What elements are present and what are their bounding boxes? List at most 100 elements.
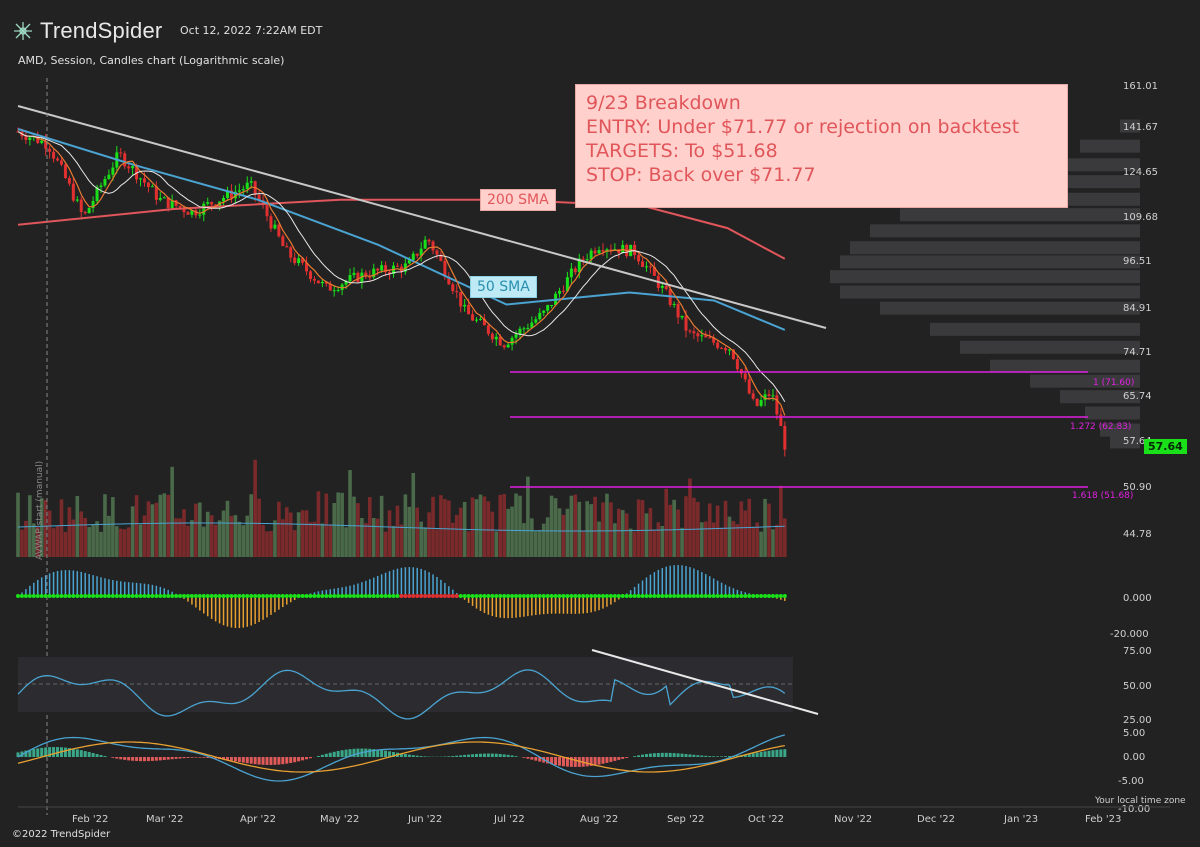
candle-body (550, 305, 554, 307)
macd-bar (419, 756, 423, 757)
candle-body (139, 178, 143, 180)
volume-bar (620, 510, 625, 557)
volume-bar (391, 526, 396, 557)
volume-bar (47, 510, 52, 557)
macd-bar (514, 756, 518, 757)
price-tick-label: 84.91 (1123, 303, 1152, 314)
osc-dot (719, 594, 724, 598)
volume-bar (24, 520, 28, 557)
volume-profile-bar (880, 301, 1140, 315)
volume-bar (783, 518, 787, 557)
osc-dot (355, 594, 360, 598)
sma-50-label: 50 SMA (470, 276, 537, 298)
macd-bar (569, 757, 573, 767)
candle-body (56, 158, 60, 161)
osc-dot (308, 594, 313, 598)
candle-body (388, 272, 392, 275)
macd-bar (261, 757, 265, 765)
candle-body (751, 393, 755, 399)
volume-bar (35, 526, 40, 557)
volume-profile-bar (1080, 139, 1140, 153)
candle-body (277, 224, 281, 237)
candle-body (561, 290, 565, 292)
macd-bar (178, 757, 182, 759)
volume-bar (138, 524, 143, 557)
volume-bar (486, 501, 491, 557)
macd-bar (407, 754, 411, 757)
osc-dot (747, 594, 752, 598)
macd-bar (356, 748, 360, 757)
volume-bar (569, 495, 574, 557)
sma-50-line (17, 128, 786, 331)
volume-bar (506, 508, 510, 557)
volume-bar (553, 498, 558, 557)
volume-bar (233, 515, 238, 557)
macd-bar (589, 757, 593, 766)
volume-bar (201, 526, 206, 557)
osc-dot (102, 594, 107, 598)
macd-bar (265, 757, 269, 765)
oscillator-panel (16, 564, 787, 629)
candle-body (585, 259, 589, 261)
candle-body (589, 250, 593, 260)
macd-bar (194, 757, 198, 758)
macd-bar (455, 755, 459, 757)
volume-bar (75, 495, 80, 557)
osc-dot (91, 594, 96, 598)
volume-bar (565, 508, 570, 557)
osc-dot (620, 594, 625, 598)
trade-plan-box: 9/23 Breakdown ENTRY: Under $71.77 or re… (575, 84, 1068, 208)
candle-body (581, 258, 585, 260)
osc-dot (320, 594, 325, 598)
candle-body (680, 315, 684, 318)
osc-dot (59, 594, 64, 598)
osc-dot (371, 594, 376, 598)
trendspider-logo: TrendSpider (12, 18, 162, 44)
volume-bar (423, 527, 427, 557)
volume-bar (751, 526, 755, 557)
macd-bar (253, 757, 257, 765)
volume-bar (731, 521, 736, 557)
candle-body (763, 394, 767, 401)
osc-dot (71, 594, 76, 598)
osc-dot (138, 594, 143, 598)
macd-bar (16, 752, 20, 757)
candle-body (261, 200, 265, 206)
volume-bar (344, 527, 348, 557)
osc-dot (265, 594, 270, 598)
osc-dot (241, 594, 246, 598)
x-tick-label: Feb '22 (72, 814, 108, 825)
volume-bar (494, 531, 499, 557)
candle-body (708, 337, 712, 339)
candle-body (676, 303, 680, 318)
candle-body (648, 266, 652, 268)
macd-bar (154, 757, 158, 761)
osc-dot (431, 594, 436, 598)
candle-body (186, 212, 190, 215)
macd-bar (198, 757, 202, 758)
macd-bar (747, 753, 751, 757)
osc-tick-label: 0.000 (1123, 593, 1152, 604)
sma-200-label: 200 SMA (480, 189, 556, 211)
osc-dot (573, 594, 578, 598)
osc-dot (130, 594, 135, 598)
candle-body (71, 183, 75, 201)
volume-profile-bar (830, 270, 1140, 284)
macd-bar (56, 747, 60, 757)
macd-bar (605, 757, 609, 763)
volume-bar (182, 509, 186, 557)
osc-dot (600, 594, 605, 598)
osc-dot (597, 594, 602, 598)
macd-bar (459, 755, 463, 757)
candle-body (482, 318, 486, 326)
macd-histogram (16, 747, 787, 767)
macd-bar (285, 757, 289, 764)
macd-bar (498, 753, 502, 757)
macd-bar (384, 750, 388, 757)
volume-bar (367, 497, 372, 557)
volume-bar (316, 491, 321, 557)
osc-dot (185, 594, 190, 598)
macd-bar (700, 755, 704, 757)
osc-dot (604, 594, 609, 598)
